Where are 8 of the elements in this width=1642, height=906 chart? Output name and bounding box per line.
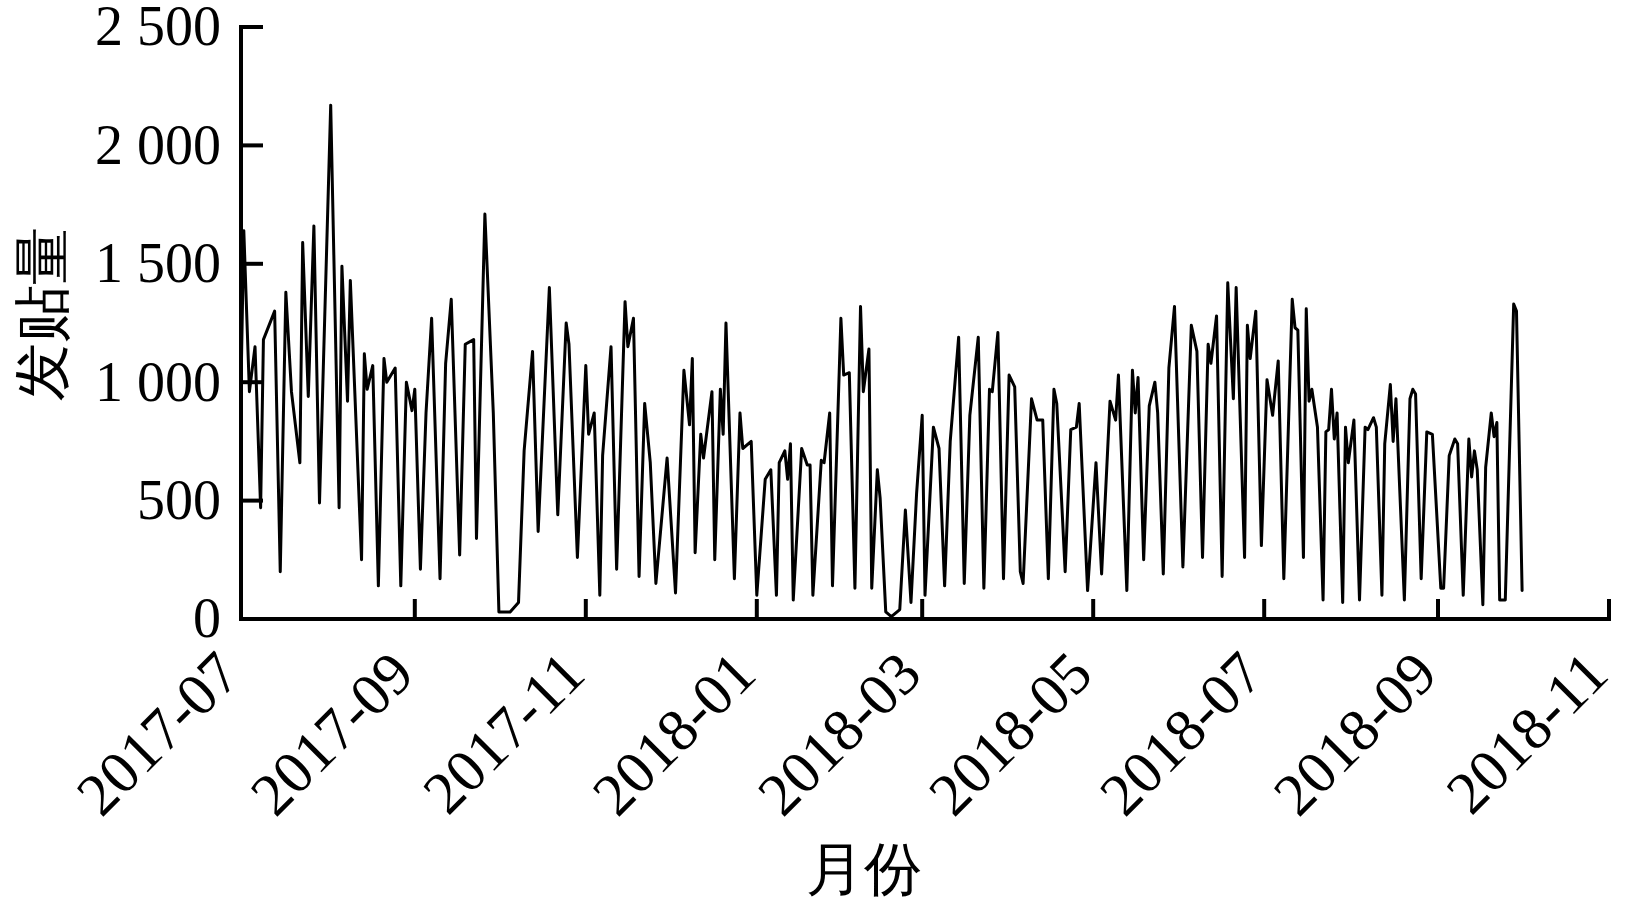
y-tick-label: 500 <box>137 469 221 532</box>
x-axis-title: 月份 <box>806 837 922 902</box>
y-tick-label: 1 500 <box>95 232 221 295</box>
y-axis-title: 发贴量 <box>10 227 75 401</box>
y-tick-label: 2 500 <box>95 0 221 58</box>
y-tick-label: 1 000 <box>95 350 221 413</box>
y-tick-label: 2 000 <box>95 113 221 176</box>
y-tick-label: 0 <box>193 587 221 650</box>
